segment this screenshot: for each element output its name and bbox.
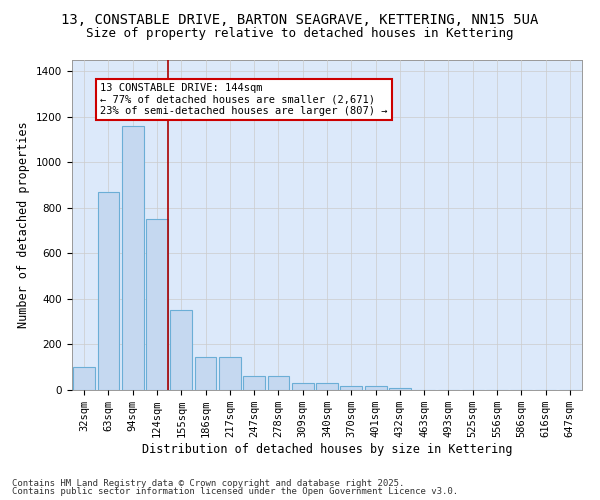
Y-axis label: Number of detached properties: Number of detached properties [17, 122, 31, 328]
Bar [97, 192, 119, 390]
Bar [365, 386, 386, 390]
Bar [243, 376, 265, 390]
Bar [340, 386, 362, 390]
Bar [146, 220, 168, 390]
Bar [316, 383, 338, 390]
Bar [73, 367, 95, 390]
Bar [268, 376, 289, 390]
Bar [194, 357, 217, 390]
Bar [122, 126, 143, 390]
Text: Contains HM Land Registry data © Crown copyright and database right 2025.: Contains HM Land Registry data © Crown c… [12, 478, 404, 488]
Bar [219, 357, 241, 390]
X-axis label: Distribution of detached houses by size in Kettering: Distribution of detached houses by size … [142, 443, 512, 456]
Text: 13 CONSTABLE DRIVE: 144sqm
← 77% of detached houses are smaller (2,671)
23% of s: 13 CONSTABLE DRIVE: 144sqm ← 77% of deta… [100, 83, 388, 116]
Bar [292, 383, 314, 390]
Text: 13, CONSTABLE DRIVE, BARTON SEAGRAVE, KETTERING, NN15 5UA: 13, CONSTABLE DRIVE, BARTON SEAGRAVE, KE… [61, 12, 539, 26]
Bar [389, 388, 411, 390]
Text: Contains public sector information licensed under the Open Government Licence v3: Contains public sector information licen… [12, 488, 458, 496]
Bar [170, 310, 192, 390]
Text: Size of property relative to detached houses in Kettering: Size of property relative to detached ho… [86, 28, 514, 40]
